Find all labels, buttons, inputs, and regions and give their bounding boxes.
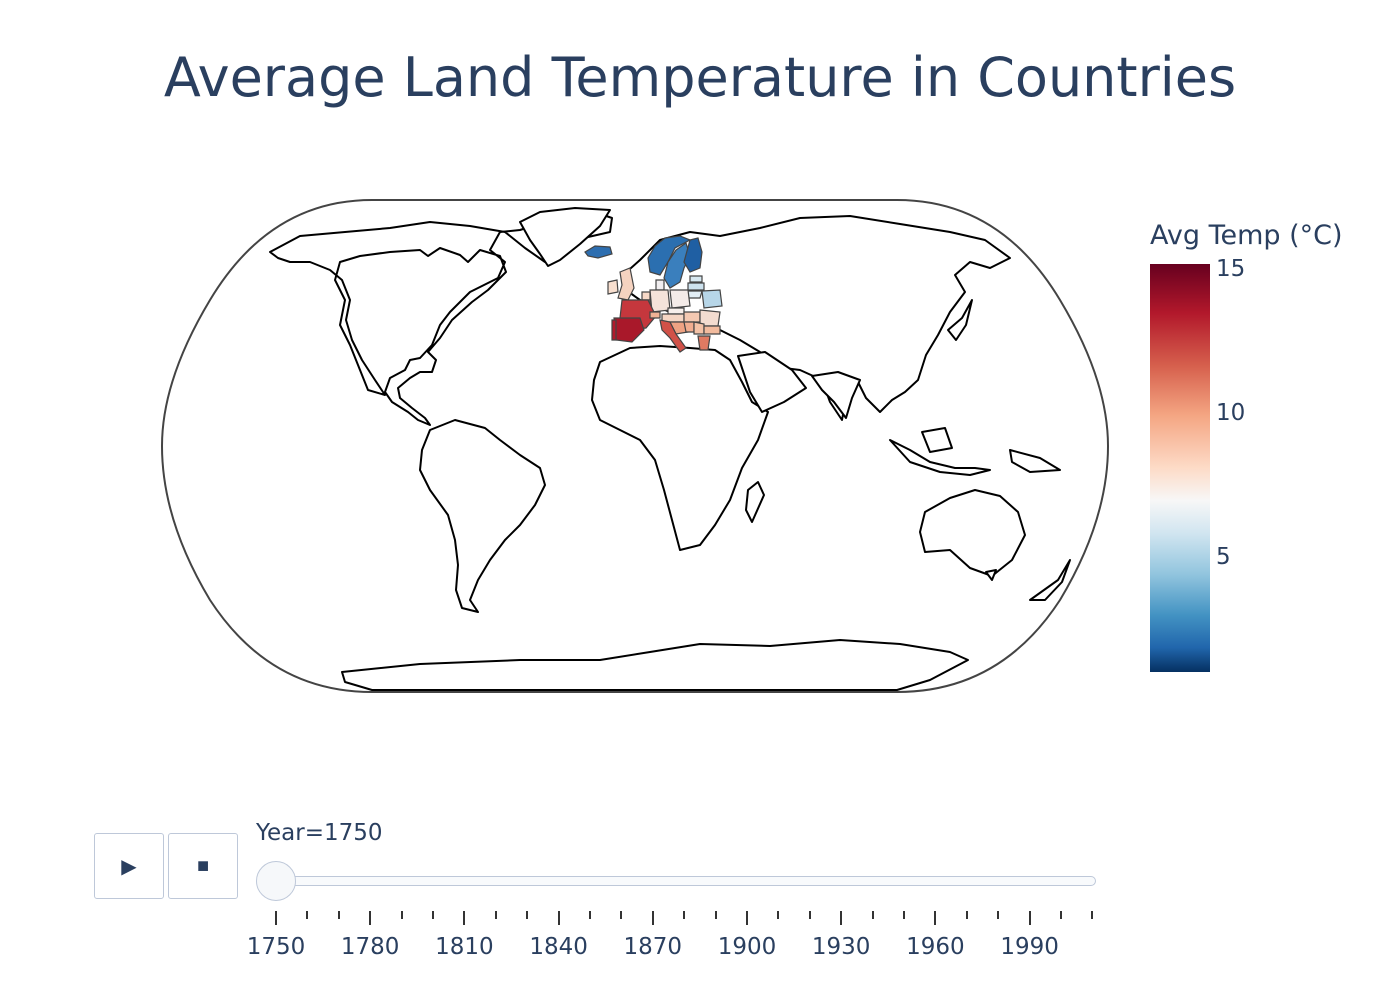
slider-minor-tick (777, 911, 780, 919)
slider-tick-label: 1750 (246, 934, 306, 960)
slider-tick-label: 1990 (1000, 934, 1059, 960)
country-switzerland[interactable] (649, 311, 661, 319)
slider-major-tick (463, 911, 466, 925)
japan-outline (947, 299, 973, 341)
slider-tick-label: 1810 (435, 934, 494, 960)
slider-minor-tick (494, 911, 497, 919)
slider-major-tick (840, 911, 843, 925)
colorbar-tick: 10 (1216, 400, 1246, 426)
country-czechia[interactable] (667, 307, 685, 315)
indonesia-outline (889, 439, 991, 476)
greenland-outline (519, 207, 611, 267)
stop-icon: ■ (196, 854, 210, 877)
country-bulgaria[interactable] (703, 325, 721, 335)
slider-current-value: Year=1750 (256, 820, 383, 846)
play-icon: ▶ (121, 855, 137, 878)
stop-button[interactable]: ■ (168, 833, 238, 899)
year-slider-rail[interactable] (274, 876, 1096, 886)
slider-minor-tick (871, 911, 874, 919)
country-portugal[interactable] (611, 319, 617, 341)
slider-prefix: Year= (256, 820, 324, 846)
slider-year: 1750 (323, 820, 383, 846)
slider-minor-tick (1060, 911, 1062, 919)
slider-major-tick (557, 911, 560, 925)
slider-minor-tick (526, 911, 529, 919)
slider-minor-tick (997, 911, 1000, 919)
slider-minor-tick (714, 911, 717, 919)
land-outlines (269, 207, 1071, 691)
slider-minor-tick (337, 911, 340, 919)
madagascar-outline (745, 481, 765, 523)
country-iceland[interactable] (584, 245, 613, 259)
south-america-outline (419, 419, 546, 613)
slider-major-tick (746, 911, 748, 925)
africa-outline (591, 345, 769, 551)
country-sweden[interactable] (663, 242, 691, 289)
country-netherlands[interactable] (641, 291, 651, 301)
slider-minor-tick (808, 911, 811, 919)
play-button[interactable]: ▶ (94, 833, 164, 899)
slider-major-tick (934, 911, 937, 925)
slider-tick-label: 1930 (811, 934, 871, 960)
country-greece[interactable] (697, 335, 711, 351)
slider-minor-tick (620, 911, 623, 919)
colorbar-title: Avg Temp (°C) (1150, 220, 1343, 251)
australia-outline (919, 489, 1026, 577)
slider-major-tick (369, 911, 372, 925)
new-guinea-outline (1009, 449, 1061, 473)
country-denmark[interactable] (655, 279, 665, 291)
country-norway[interactable] (647, 235, 692, 276)
slider-minor-tick (432, 911, 434, 919)
slider-tick-label: 1960 (906, 934, 965, 960)
country-serbia[interactable] (693, 321, 705, 335)
antarctica-outline (341, 639, 969, 691)
slider-major-tick (651, 911, 654, 925)
colorbar-tick: 15 (1216, 256, 1246, 282)
colorbar (1150, 264, 1210, 672)
colorbar-tick: 5 (1216, 544, 1231, 570)
country-finland[interactable] (683, 237, 703, 273)
country-latvia[interactable] (687, 282, 705, 291)
slider-tick-label: 1840 (529, 934, 588, 960)
country-belarus[interactable] (701, 289, 723, 309)
india-outline (811, 371, 861, 419)
slider-minor-tick (589, 911, 591, 919)
borneo-outline (921, 427, 953, 453)
country-estonia[interactable] (689, 275, 703, 283)
slider-major-tick (275, 911, 277, 925)
country-hungary[interactable] (683, 311, 701, 323)
slider-minor-tick (1091, 911, 1094, 919)
slider-minor-tick (965, 911, 968, 919)
chart-title: Average Land Temperature in Countries (163, 46, 1237, 109)
country-ireland[interactable] (607, 279, 619, 295)
slider-major-tick (1028, 911, 1031, 925)
slider-tick-label: 1780 (340, 934, 400, 960)
new-zealand-outline (1029, 559, 1071, 601)
country-poland[interactable] (669, 289, 691, 309)
slider-minor-tick (306, 911, 309, 919)
slider-tick-label: 1900 (717, 934, 777, 960)
year-slider-handle[interactable] (256, 861, 296, 901)
slider-minor-tick (683, 911, 686, 919)
slider-tick-label: 1870 (623, 934, 683, 960)
country-italy[interactable] (659, 319, 687, 353)
arabia-outline (737, 351, 807, 413)
slider-minor-tick (903, 911, 905, 919)
country-bosnia[interactable] (683, 321, 695, 333)
tasmania-outline (985, 569, 997, 581)
slider-minor-tick (400, 911, 403, 919)
europe-choropleth (584, 235, 723, 353)
